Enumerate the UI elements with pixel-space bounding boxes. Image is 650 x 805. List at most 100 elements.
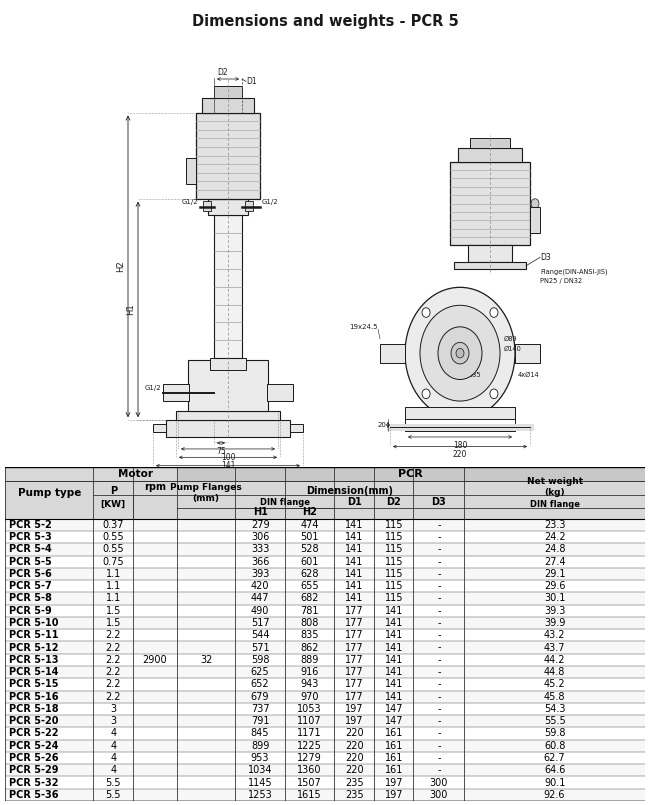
Text: -: - bbox=[437, 605, 441, 616]
Text: 141: 141 bbox=[345, 593, 363, 604]
Text: -: - bbox=[437, 691, 441, 702]
Text: 54.3: 54.3 bbox=[544, 704, 566, 714]
Text: 655: 655 bbox=[300, 581, 318, 591]
Text: 220: 220 bbox=[344, 766, 363, 775]
Text: Pump type: Pump type bbox=[18, 488, 81, 497]
Text: 161: 161 bbox=[385, 741, 403, 751]
Text: Pump Flanges
(mm): Pump Flanges (mm) bbox=[170, 483, 242, 503]
Text: 5.5: 5.5 bbox=[105, 778, 121, 787]
Text: 115: 115 bbox=[385, 569, 403, 579]
Text: PCR 5-11: PCR 5-11 bbox=[9, 630, 58, 640]
Text: -: - bbox=[437, 593, 441, 604]
Bar bbox=[5, 531, 645, 543]
Circle shape bbox=[531, 199, 539, 208]
Text: PCR 5-26: PCR 5-26 bbox=[9, 753, 58, 763]
Circle shape bbox=[490, 308, 498, 317]
Bar bbox=[5, 777, 645, 789]
Text: PCR: PCR bbox=[398, 469, 423, 479]
Text: 235: 235 bbox=[344, 790, 363, 800]
Text: 115: 115 bbox=[385, 581, 403, 591]
Text: P: P bbox=[110, 485, 117, 496]
Text: 366: 366 bbox=[251, 556, 269, 567]
Text: 141: 141 bbox=[345, 581, 363, 591]
Text: -: - bbox=[437, 679, 441, 689]
Text: -: - bbox=[437, 753, 441, 763]
Text: 2.2: 2.2 bbox=[105, 630, 121, 640]
Text: D3: D3 bbox=[540, 253, 551, 262]
Text: 544: 544 bbox=[251, 630, 269, 640]
Bar bbox=[166, 420, 290, 437]
Text: 1171: 1171 bbox=[297, 729, 322, 738]
Text: 197: 197 bbox=[385, 778, 403, 787]
Text: PCR 5-9: PCR 5-9 bbox=[9, 605, 52, 616]
Text: 970: 970 bbox=[300, 691, 318, 702]
Text: 161: 161 bbox=[385, 753, 403, 763]
Bar bbox=[5, 679, 645, 691]
Text: 220: 220 bbox=[453, 450, 467, 459]
Text: 2.2: 2.2 bbox=[105, 642, 121, 653]
Text: 4xØ14: 4xØ14 bbox=[518, 372, 540, 378]
Circle shape bbox=[422, 389, 430, 398]
Text: D1: D1 bbox=[246, 77, 257, 86]
Text: 737: 737 bbox=[251, 704, 269, 714]
Text: 1.1: 1.1 bbox=[106, 569, 121, 579]
Text: 1034: 1034 bbox=[248, 766, 272, 775]
Text: -: - bbox=[437, 569, 441, 579]
Bar bbox=[203, 201, 211, 211]
Text: 44.8: 44.8 bbox=[544, 667, 566, 677]
Text: 100: 100 bbox=[221, 452, 235, 461]
Circle shape bbox=[405, 287, 515, 419]
Text: 0.55: 0.55 bbox=[103, 544, 124, 555]
Text: Ø89: Ø89 bbox=[504, 336, 517, 342]
Text: 45.2: 45.2 bbox=[544, 679, 566, 689]
Bar bbox=[454, 262, 526, 270]
Bar bbox=[5, 518, 645, 531]
Text: 528: 528 bbox=[300, 544, 318, 555]
Text: 59.8: 59.8 bbox=[544, 729, 566, 738]
Text: 220: 220 bbox=[344, 729, 363, 738]
Circle shape bbox=[187, 163, 195, 172]
Text: 4: 4 bbox=[111, 729, 116, 738]
Text: 279: 279 bbox=[251, 520, 269, 530]
Text: PCR 5-4: PCR 5-4 bbox=[9, 544, 52, 555]
Text: 177: 177 bbox=[344, 667, 363, 677]
Bar bbox=[5, 654, 645, 666]
Text: Dimension(mm): Dimension(mm) bbox=[306, 485, 393, 496]
Text: PCR 5-3: PCR 5-3 bbox=[9, 532, 52, 542]
Text: 220: 220 bbox=[344, 753, 363, 763]
Text: 24.8: 24.8 bbox=[544, 544, 566, 555]
Bar bbox=[5, 740, 645, 752]
Text: PCR 5-32: PCR 5-32 bbox=[9, 778, 58, 787]
Text: 625: 625 bbox=[251, 667, 269, 677]
Text: PCR 5-36: PCR 5-36 bbox=[9, 790, 58, 800]
Text: 177: 177 bbox=[344, 630, 363, 640]
Text: -: - bbox=[437, 766, 441, 775]
Bar bbox=[245, 201, 253, 211]
Text: DIN flange: DIN flange bbox=[530, 500, 580, 510]
Text: PCR 5-10: PCR 5-10 bbox=[9, 618, 58, 628]
Circle shape bbox=[420, 305, 500, 401]
Bar bbox=[177, 467, 645, 481]
Text: 2900: 2900 bbox=[142, 654, 167, 665]
Text: 300: 300 bbox=[430, 778, 448, 787]
Text: 916: 916 bbox=[300, 667, 318, 677]
Bar bbox=[470, 138, 510, 148]
Text: H1: H1 bbox=[126, 303, 135, 316]
Text: 1253: 1253 bbox=[248, 790, 272, 800]
Text: Ø35: Ø35 bbox=[468, 372, 482, 378]
Text: 92.6: 92.6 bbox=[544, 790, 566, 800]
Text: D2: D2 bbox=[218, 68, 228, 76]
Text: 808: 808 bbox=[300, 618, 318, 628]
Text: 43.7: 43.7 bbox=[544, 642, 566, 653]
Text: 197: 197 bbox=[345, 716, 363, 726]
Text: 141: 141 bbox=[385, 605, 403, 616]
Text: 20: 20 bbox=[377, 422, 386, 428]
Bar bbox=[210, 358, 246, 370]
Text: -: - bbox=[437, 654, 441, 665]
Text: 1145: 1145 bbox=[248, 778, 272, 787]
Bar bbox=[5, 580, 645, 592]
Text: PCR 5-24: PCR 5-24 bbox=[9, 741, 58, 751]
Text: 141: 141 bbox=[345, 569, 363, 579]
Text: 1360: 1360 bbox=[297, 766, 322, 775]
Text: D1: D1 bbox=[346, 497, 361, 507]
